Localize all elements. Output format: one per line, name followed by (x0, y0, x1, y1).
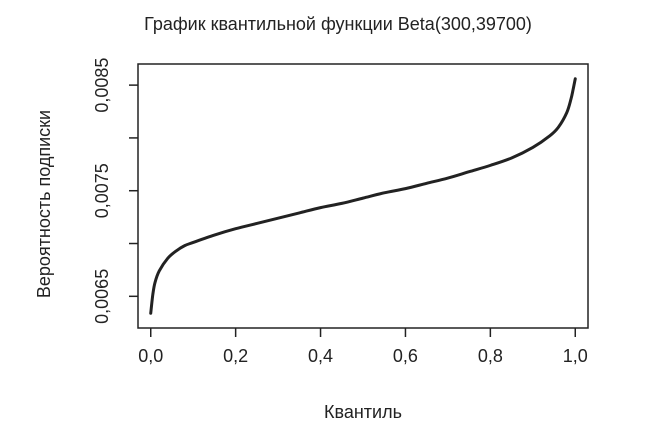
chart-title: График квантильной функции Beta(300,3970… (144, 14, 532, 34)
y-axis-label: Вероятность подписки (34, 110, 54, 298)
y-tick-label: 0,0085 (92, 58, 112, 113)
x-tick-label: 0,8 (478, 346, 503, 366)
x-tick-label: 1,0 (563, 346, 588, 366)
series-line-beta-quantile (149, 77, 577, 315)
x-tick-label: 0,6 (393, 346, 418, 366)
y-axis: 0,0065 0,0075 0,0085 (92, 58, 138, 324)
y-tick-label: 0,0075 (92, 163, 112, 218)
x-axis: 0,0 0,2 0,4 0,6 0,8 1,0 (138, 328, 588, 366)
x-tick-label: 0,0 (138, 346, 163, 366)
x-tick-label: 0,4 (308, 346, 333, 366)
plot-area (137, 63, 589, 329)
x-axis-label: Квантиль (324, 402, 402, 422)
x-tick-label: 0,2 (223, 346, 248, 366)
y-tick-label: 0,0065 (92, 269, 112, 324)
